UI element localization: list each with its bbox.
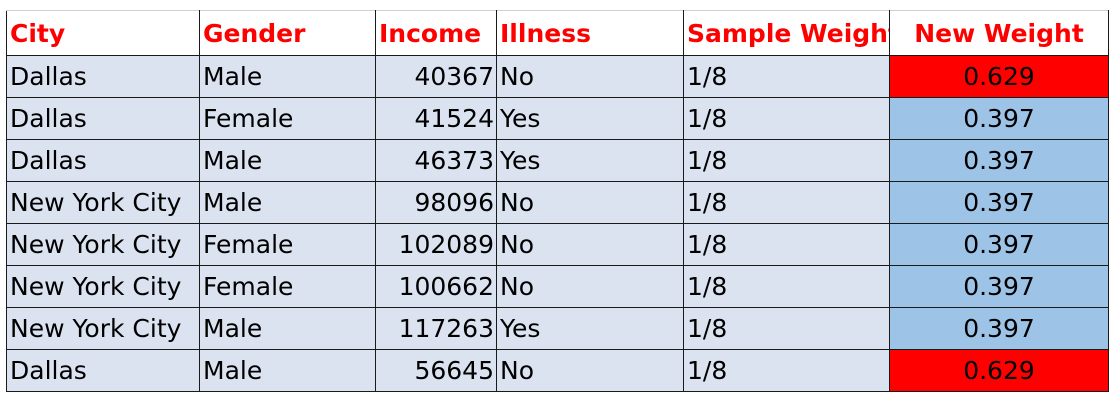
header-city: City <box>6 10 200 56</box>
cell-city[interactable]: Dallas <box>6 97 200 140</box>
cell-city[interactable]: New York City <box>6 307 200 350</box>
cell-illness[interactable]: No <box>496 223 684 266</box>
cell-illness[interactable]: No <box>496 55 684 98</box>
cell-new-weight[interactable]: 0.397 <box>889 265 1109 308</box>
header-sample-weight: Sample Weight <box>683 10 890 56</box>
cell-new-weight[interactable]: 0.397 <box>889 181 1109 224</box>
cell-income[interactable]: 98096 <box>375 181 497 224</box>
header-new-weight: New Weight <box>889 10 1109 56</box>
cell-sample-weight[interactable]: 1/8 <box>683 55 890 98</box>
cell-gender[interactable]: Male <box>199 55 376 98</box>
cell-illness[interactable]: Yes <box>496 307 684 350</box>
cell-illness[interactable]: No <box>496 265 684 308</box>
cell-sample-weight[interactable]: 1/8 <box>683 349 890 392</box>
header-income: Income <box>375 10 497 56</box>
cell-income[interactable]: 117263 <box>375 307 497 350</box>
cell-gender[interactable]: Male <box>199 139 376 182</box>
cell-new-weight[interactable]: 0.629 <box>889 55 1109 98</box>
table-row: New York City Male 98096 No 1/8 0.397 <box>6 181 1109 224</box>
cell-city[interactable]: New York City <box>6 181 200 224</box>
cell-income[interactable]: 46373 <box>375 139 497 182</box>
cell-new-weight[interactable]: 0.397 <box>889 307 1109 350</box>
table-row: Dallas Male 40367 No 1/8 0.629 <box>6 55 1109 98</box>
cell-sample-weight[interactable]: 1/8 <box>683 97 890 140</box>
cell-new-weight[interactable]: 0.629 <box>889 349 1109 392</box>
table-row: New York City Female 100662 No 1/8 0.397 <box>6 265 1109 308</box>
cell-gender[interactable]: Female <box>199 265 376 308</box>
cell-city[interactable]: Dallas <box>6 55 200 98</box>
cell-city[interactable]: New York City <box>6 265 200 308</box>
table-row: Dallas Female 41524 Yes 1/8 0.397 <box>6 97 1109 140</box>
cell-income[interactable]: 102089 <box>375 223 497 266</box>
table-row: New York City Male 117263 Yes 1/8 0.397 <box>6 307 1109 350</box>
cell-sample-weight[interactable]: 1/8 <box>683 139 890 182</box>
table-row: Dallas Male 46373 Yes 1/8 0.397 <box>6 139 1109 182</box>
data-table: City Gender Income Illness Sample Weight… <box>6 10 1109 392</box>
cell-illness[interactable]: Yes <box>496 139 684 182</box>
cell-illness[interactable]: No <box>496 181 684 224</box>
cell-gender[interactable]: Female <box>199 223 376 266</box>
cell-new-weight[interactable]: 0.397 <box>889 97 1109 140</box>
cell-city[interactable]: New York City <box>6 223 200 266</box>
cell-city[interactable]: Dallas <box>6 139 200 182</box>
cell-sample-weight[interactable]: 1/8 <box>683 223 890 266</box>
cell-gender[interactable]: Male <box>199 349 376 392</box>
cell-income[interactable]: 40367 <box>375 55 497 98</box>
cell-income[interactable]: 56645 <box>375 349 497 392</box>
cell-sample-weight[interactable]: 1/8 <box>683 265 890 308</box>
cell-sample-weight[interactable]: 1/8 <box>683 181 890 224</box>
header-illness: Illness <box>496 10 684 56</box>
cell-income[interactable]: 100662 <box>375 265 497 308</box>
table-row: New York City Female 102089 No 1/8 0.397 <box>6 223 1109 266</box>
cell-city[interactable]: Dallas <box>6 349 200 392</box>
cell-new-weight[interactable]: 0.397 <box>889 223 1109 266</box>
cell-illness[interactable]: No <box>496 349 684 392</box>
cell-gender[interactable]: Male <box>199 307 376 350</box>
cell-income[interactable]: 41524 <box>375 97 497 140</box>
header-row: City Gender Income Illness Sample Weight… <box>6 10 1109 56</box>
cell-gender[interactable]: Female <box>199 97 376 140</box>
cell-gender[interactable]: Male <box>199 181 376 224</box>
cell-new-weight[interactable]: 0.397 <box>889 139 1109 182</box>
header-gender: Gender <box>199 10 376 56</box>
cell-sample-weight[interactable]: 1/8 <box>683 307 890 350</box>
cell-illness[interactable]: Yes <box>496 97 684 140</box>
table-row: Dallas Male 56645 No 1/8 0.629 <box>6 349 1109 392</box>
